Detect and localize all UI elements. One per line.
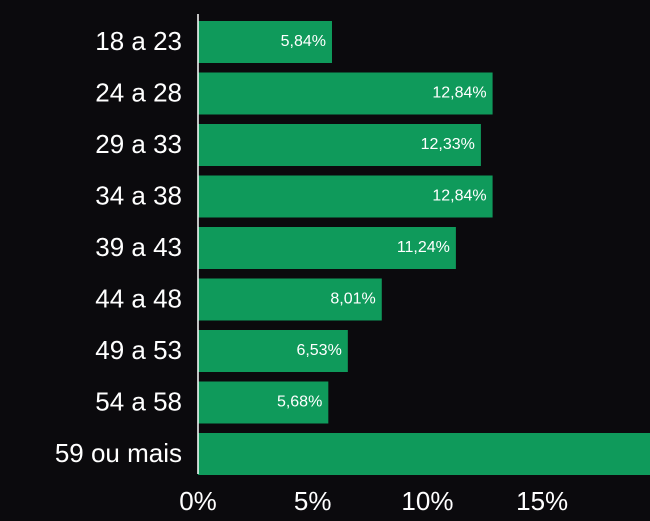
category-label: 24 a 28 <box>95 77 182 107</box>
x-tick-label: 10% <box>401 486 453 516</box>
value-label: 11,24% <box>397 239 450 256</box>
category-label: 54 a 58 <box>95 386 182 416</box>
category-label: 39 a 43 <box>95 232 182 262</box>
bar <box>198 21 332 63</box>
bar <box>198 381 329 424</box>
value-label: 12,84% <box>432 188 486 205</box>
category-label: 34 a 38 <box>95 180 182 210</box>
bar <box>198 175 493 218</box>
category-label: 18 a 23 <box>95 26 182 56</box>
bar <box>198 227 456 269</box>
category-label: 29 a 33 <box>95 129 182 159</box>
value-label: 5,68% <box>277 394 322 411</box>
value-label: 5,84% <box>281 33 326 50</box>
bar <box>198 124 481 166</box>
value-label: 8,01% <box>330 291 375 308</box>
value-label: 6,53% <box>296 342 341 359</box>
value-label: 12,84% <box>432 85 486 102</box>
bar <box>198 433 650 475</box>
x-tick-label: 5% <box>294 486 332 516</box>
x-tick-label: 15% <box>516 486 568 516</box>
bar <box>198 330 348 372</box>
bar <box>198 72 493 115</box>
category-label: 59 ou mais <box>55 438 182 468</box>
bar <box>198 278 382 321</box>
x-tick-label: 0% <box>179 486 217 516</box>
category-label: 44 a 48 <box>95 283 182 313</box>
category-label: 49 a 53 <box>95 335 182 365</box>
value-label: 12,33% <box>421 136 475 153</box>
